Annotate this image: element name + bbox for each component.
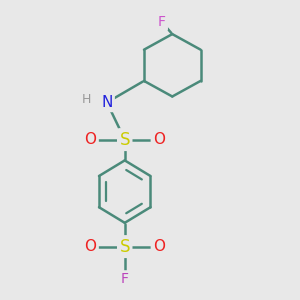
Text: S: S — [119, 130, 130, 148]
Text: S: S — [119, 238, 130, 256]
Text: H: H — [81, 93, 91, 106]
Text: O: O — [85, 132, 97, 147]
Text: O: O — [153, 239, 165, 254]
Text: F: F — [158, 15, 166, 29]
Text: F: F — [121, 272, 129, 286]
Text: N: N — [101, 95, 112, 110]
Text: O: O — [153, 132, 165, 147]
Text: O: O — [85, 239, 97, 254]
